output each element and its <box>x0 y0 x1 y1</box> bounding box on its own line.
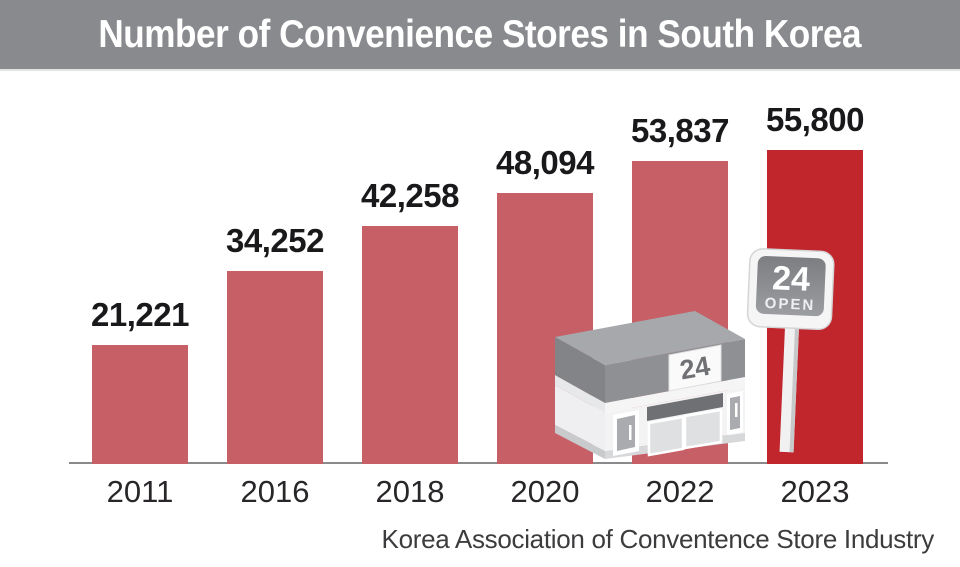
value-label-2023: 55,800 <box>766 101 864 138</box>
year-label-2020: 2020 <box>510 474 580 509</box>
x-axis-line <box>69 462 888 464</box>
store-band-front <box>605 377 745 413</box>
convenience-store-icon: 24 <box>555 311 745 459</box>
bar-2011 <box>92 345 188 464</box>
sign-open-text: OPEN <box>764 295 815 314</box>
bar-2018 <box>362 226 458 464</box>
year-label-2011: 2011 <box>106 474 174 509</box>
year-label-2018: 2018 <box>375 474 445 509</box>
source-attribution: Korea Association of Conventence Store I… <box>381 524 935 554</box>
value-label-2022: 53,837 <box>631 112 729 149</box>
store-roof-fascia-left <box>555 337 605 403</box>
year-label-2016: 2016 <box>240 474 310 509</box>
page-title: Number of Convenience Stores in South Ko… <box>98 12 862 56</box>
value-label-2011: 21,221 <box>91 296 189 333</box>
store-right-window-handle <box>735 403 738 417</box>
year-label-2022: 2022 <box>645 474 715 509</box>
bar-2016 <box>227 271 323 464</box>
store-band-left <box>555 375 605 413</box>
store-door-left <box>647 415 685 457</box>
store-roof-sign-text: 24 <box>678 351 713 386</box>
store-door-right <box>683 408 723 450</box>
sign-pole-shade <box>789 324 800 453</box>
value-label-2016: 34,252 <box>226 222 324 259</box>
sign-24-text: 24 <box>771 259 811 299</box>
store-roof-top <box>555 311 745 365</box>
store-left-window <box>617 415 635 451</box>
store-left-wall <box>555 385 605 451</box>
header-bar: Number of Convenience Stores in South Ko… <box>0 0 960 71</box>
store-door-transom <box>647 393 723 421</box>
sign-face <box>755 255 826 317</box>
open-24-sign-icon: 24 OPEN <box>746 248 835 453</box>
store-roof-sign <box>668 344 722 392</box>
value-label-2020: 48,094 <box>496 144 594 181</box>
year-label-2023: 2023 <box>780 474 850 509</box>
store-left-window-handle <box>629 425 632 440</box>
value-label-2018: 42,258 <box>361 177 459 214</box>
store-base-left <box>555 425 605 459</box>
